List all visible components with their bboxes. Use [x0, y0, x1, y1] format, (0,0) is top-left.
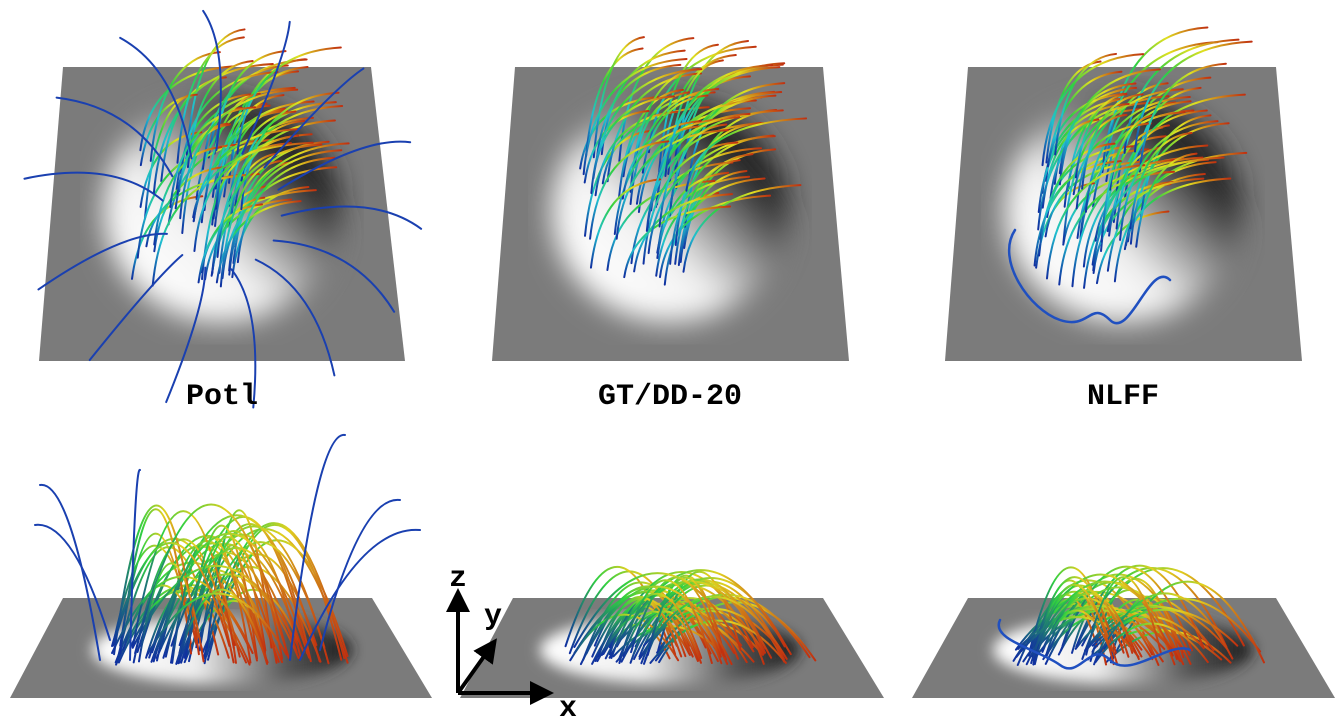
- panel-label: NLFF: [1087, 380, 1159, 414]
- panel-label: Potl: [186, 380, 258, 414]
- axis-label: z: [449, 562, 467, 596]
- panel-label: GT/DD-20: [598, 380, 742, 414]
- figure: Potl GT/DD-20 NLFF z y x: [0, 0, 1342, 721]
- axis-label: y: [484, 600, 502, 634]
- axis-label: x: [559, 692, 577, 721]
